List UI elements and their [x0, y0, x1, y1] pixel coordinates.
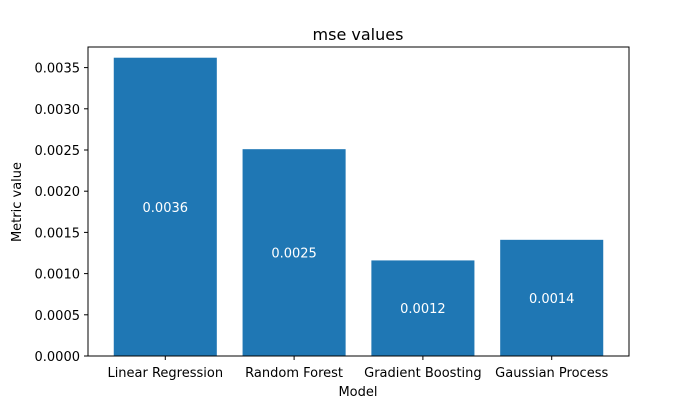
x-tick-label: Random Forest: [245, 366, 343, 381]
y-tick-label: 0.0000: [35, 350, 81, 365]
y-tick-label: 0.0025: [35, 144, 81, 159]
x-tick-label: Gaussian Process: [495, 366, 608, 381]
y-tick-label: 0.0020: [35, 185, 81, 200]
bar-gaussian-process: [500, 239, 604, 356]
bar-data-label: 0.0014: [529, 292, 575, 307]
y-tick-label: 0.0030: [35, 103, 81, 118]
x-tick-label: Linear Regression: [107, 366, 223, 381]
y-tick-label: 0.0035: [35, 62, 81, 77]
x-axis-label: Model: [338, 385, 377, 400]
plot-frame: [87, 46, 630, 357]
y-tick-label: 0.0015: [35, 226, 81, 241]
bar-linear-regression: [113, 57, 217, 357]
y-tick-label: 0.0010: [35, 268, 81, 283]
bar-data-label: 0.0012: [400, 302, 446, 317]
bar-gradient-boosting: [371, 260, 475, 356]
x-tick-label: Gradient Boosting: [364, 366, 482, 381]
bar-data-label: 0.0025: [271, 247, 317, 262]
y-axis-label: Metric value: [10, 162, 25, 242]
bar-data-label: 0.0036: [143, 201, 189, 216]
chart-title: mse values: [313, 25, 404, 44]
plot-area: 0.0036 Linear Regression 0.0025 Random Fore…: [35, 46, 630, 381]
y-tick-label: 0.0005: [35, 309, 81, 324]
bar-random-forest: [242, 149, 346, 356]
